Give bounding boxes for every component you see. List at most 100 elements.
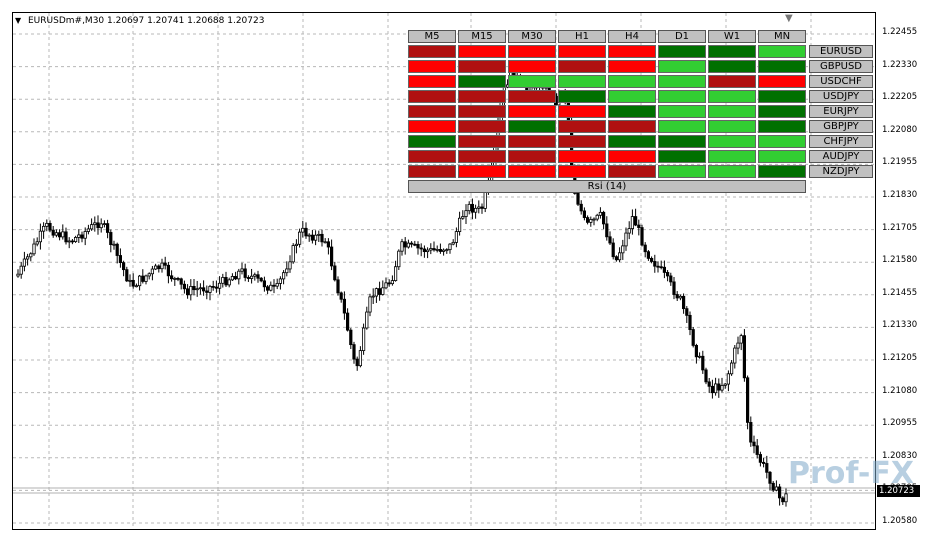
signal-cell [558, 90, 606, 103]
signal-cell [458, 75, 506, 88]
candle-body [365, 311, 369, 329]
candle-body [714, 383, 718, 394]
signal-cell [608, 45, 656, 58]
candle-body [125, 269, 129, 282]
candle-body [144, 275, 148, 282]
candle-body [288, 261, 292, 270]
candle-body [185, 288, 190, 296]
signal-cell [658, 150, 706, 163]
timeframe-header: W1 [708, 30, 756, 43]
candle-body [176, 277, 180, 280]
candle-body [80, 234, 84, 239]
candle-body [368, 296, 372, 313]
candle-body [352, 344, 356, 360]
signal-cell [758, 105, 806, 118]
timeframe-header: H4 [608, 30, 656, 43]
candle-body [278, 278, 283, 284]
candle-body [147, 273, 151, 277]
candle-body [377, 288, 382, 295]
candle-body [45, 222, 49, 227]
signal-cell [758, 135, 806, 148]
candle-body [99, 223, 103, 229]
candle-body [662, 266, 667, 273]
candle-body [765, 463, 769, 473]
timeframe-header: H1 [558, 30, 606, 43]
price-tick-label: 1.21705 [882, 222, 918, 233]
candle-body [393, 266, 398, 281]
candle-body [227, 279, 231, 286]
candle-body [93, 222, 97, 226]
signal-cell [558, 45, 606, 58]
signal-cell [658, 90, 706, 103]
candle-body [483, 191, 487, 209]
chart-shift-marker-icon[interactable]: ▼ [785, 13, 793, 24]
chart-menu-arrow-icon[interactable]: ▼ [15, 16, 22, 25]
candle-body [457, 217, 462, 232]
candle-body [32, 243, 36, 255]
candle-body [771, 482, 775, 491]
signal-cell [458, 90, 506, 103]
candle-body [230, 276, 234, 281]
signal-cell [558, 105, 606, 118]
price-tick-label: 1.22205 [882, 92, 918, 103]
candle-body [598, 211, 603, 216]
candle-body [128, 279, 132, 282]
candle-body [726, 373, 731, 385]
candle-body [710, 385, 715, 394]
candle-body [336, 279, 340, 294]
candle-body [259, 277, 263, 282]
candle-body [83, 231, 87, 239]
candle-body [54, 232, 59, 236]
candle-body [361, 327, 366, 352]
signal-cell [658, 45, 706, 58]
candle-body [51, 229, 55, 236]
signal-cell [758, 150, 806, 163]
signal-cell [608, 120, 656, 133]
candle-body [310, 234, 315, 241]
candle-body [195, 288, 199, 291]
candle-body [307, 234, 311, 237]
signal-cell [758, 90, 806, 103]
price-tick-label: 1.21080 [882, 385, 918, 396]
candle-body [317, 233, 321, 236]
candle-body [64, 231, 68, 243]
candle-body [390, 280, 395, 285]
candle-body [445, 249, 449, 252]
signal-cell [608, 135, 656, 148]
candle-body [778, 486, 782, 499]
signal-cell [558, 60, 606, 73]
candle-body [432, 248, 436, 251]
signal-cell [708, 150, 756, 163]
candle-body [627, 228, 631, 234]
watermark-logo: Prof-FX [788, 456, 914, 491]
signal-cell [458, 60, 506, 73]
candle-body [646, 251, 651, 259]
candle-body [384, 282, 388, 289]
candle-body [387, 282, 391, 285]
candle-body [118, 255, 122, 263]
signal-cell [608, 60, 656, 73]
price-tick-label: 1.20830 [882, 450, 918, 461]
candle-body [618, 252, 622, 261]
candle-body [784, 493, 788, 503]
candle-body [326, 241, 331, 248]
candle-body [429, 248, 433, 251]
candle-body [275, 283, 279, 287]
candle-body [605, 223, 609, 238]
candle-body [109, 232, 113, 246]
candle-body [166, 264, 170, 277]
candle-body [467, 203, 471, 212]
candle-body [355, 358, 359, 367]
candle-body [86, 228, 90, 232]
candle-body [653, 261, 657, 267]
candle-body [224, 277, 228, 286]
signal-cell [558, 135, 606, 148]
signal-cell [708, 75, 756, 88]
signal-cell [708, 135, 756, 148]
signal-cell [758, 45, 806, 58]
candle-body [67, 240, 71, 243]
signal-cell [558, 150, 606, 163]
candle-body [77, 234, 81, 238]
current-price-label: 1.20723 [877, 485, 920, 497]
